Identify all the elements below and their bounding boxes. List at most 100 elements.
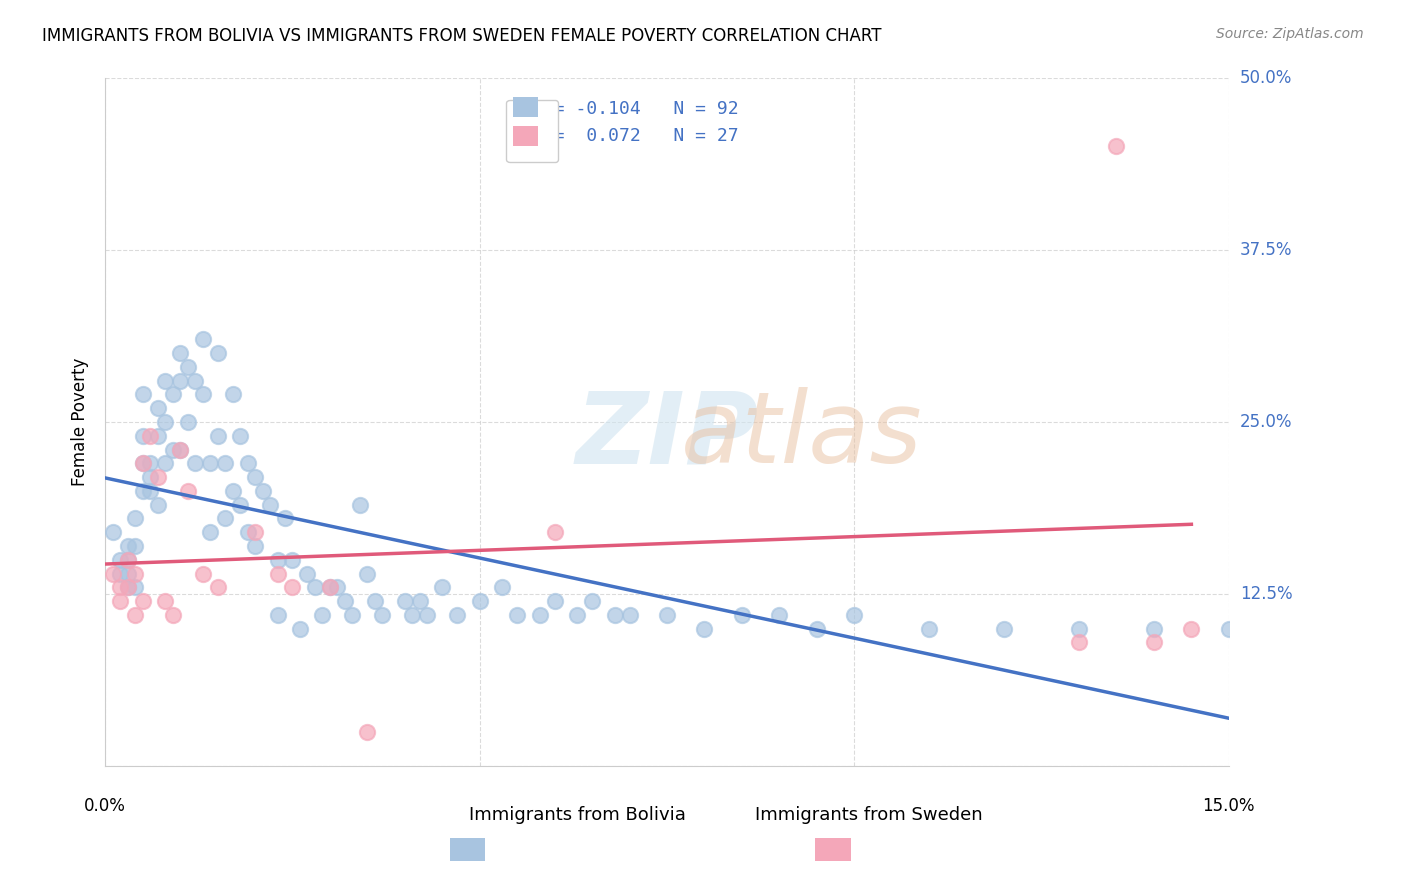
- Point: [342, 607, 364, 622]
- Point: [108, 553, 131, 567]
- Point: [124, 539, 146, 553]
- Text: Immigrants from Bolivia: Immigrants from Bolivia: [468, 805, 686, 823]
- Point: [131, 428, 153, 442]
- Point: [274, 511, 297, 525]
- Point: [169, 442, 191, 457]
- Point: [139, 470, 162, 484]
- Point: [101, 566, 124, 581]
- Point: [117, 580, 139, 594]
- Point: [139, 456, 162, 470]
- Point: [993, 622, 1015, 636]
- Point: [806, 622, 828, 636]
- Point: [446, 607, 468, 622]
- Point: [108, 566, 131, 581]
- Point: [131, 456, 153, 470]
- Point: [117, 553, 139, 567]
- Point: [333, 594, 356, 608]
- Point: [297, 566, 319, 581]
- Point: [543, 594, 565, 608]
- Point: [319, 580, 342, 594]
- Text: 50.0%: 50.0%: [1240, 69, 1292, 87]
- Point: [356, 725, 378, 739]
- Point: [124, 607, 146, 622]
- Text: Source: ZipAtlas.com: Source: ZipAtlas.com: [1216, 27, 1364, 41]
- Point: [394, 594, 416, 608]
- Point: [146, 498, 169, 512]
- Point: [108, 594, 131, 608]
- Point: [1143, 622, 1166, 636]
- Point: [409, 594, 432, 608]
- Point: [266, 566, 288, 581]
- Point: [543, 525, 565, 540]
- Point: [108, 580, 131, 594]
- Point: [169, 346, 191, 360]
- Text: 12.5%: 12.5%: [1240, 585, 1292, 603]
- Point: [101, 525, 124, 540]
- Text: R =  0.072   N = 27: R = 0.072 N = 27: [533, 127, 738, 145]
- Point: [236, 456, 259, 470]
- Point: [207, 346, 229, 360]
- Point: [131, 387, 153, 401]
- Point: [288, 622, 311, 636]
- Point: [229, 428, 252, 442]
- Point: [124, 511, 146, 525]
- Point: [146, 470, 169, 484]
- Point: [176, 359, 198, 374]
- Point: [565, 607, 588, 622]
- Point: [506, 607, 529, 622]
- Point: [768, 607, 790, 622]
- Point: [139, 483, 162, 498]
- Point: [491, 580, 513, 594]
- Text: Immigrants from Sweden: Immigrants from Sweden: [755, 805, 983, 823]
- Point: [1067, 622, 1090, 636]
- Point: [619, 607, 641, 622]
- Point: [153, 374, 176, 388]
- Point: [169, 442, 191, 457]
- Point: [281, 553, 304, 567]
- Point: [191, 566, 214, 581]
- Point: [191, 332, 214, 346]
- Point: [401, 607, 423, 622]
- Point: [162, 607, 184, 622]
- Point: [162, 387, 184, 401]
- Point: [281, 580, 304, 594]
- Text: R = -0.104   N = 92: R = -0.104 N = 92: [533, 100, 738, 118]
- Point: [655, 607, 678, 622]
- Point: [603, 607, 626, 622]
- Text: atlas: atlas: [681, 387, 922, 484]
- Point: [184, 456, 207, 470]
- Point: [1218, 622, 1240, 636]
- Point: [243, 470, 266, 484]
- Point: [207, 428, 229, 442]
- Point: [198, 456, 221, 470]
- Point: [243, 539, 266, 553]
- Point: [221, 387, 243, 401]
- Point: [124, 580, 146, 594]
- Point: [844, 607, 866, 622]
- Point: [1067, 635, 1090, 649]
- Point: [416, 607, 439, 622]
- Point: [693, 622, 716, 636]
- Point: [918, 622, 941, 636]
- Point: [176, 483, 198, 498]
- Point: [162, 442, 184, 457]
- Point: [214, 456, 236, 470]
- Point: [236, 525, 259, 540]
- Point: [371, 607, 394, 622]
- Text: 37.5%: 37.5%: [1240, 241, 1292, 259]
- Point: [581, 594, 603, 608]
- Point: [266, 607, 288, 622]
- Point: [146, 401, 169, 416]
- Point: [221, 483, 243, 498]
- Point: [311, 607, 333, 622]
- Point: [243, 525, 266, 540]
- Point: [1105, 139, 1128, 153]
- Point: [117, 539, 139, 553]
- Point: [529, 607, 551, 622]
- Point: [304, 580, 326, 594]
- Point: [117, 580, 139, 594]
- Point: [198, 525, 221, 540]
- Point: [266, 553, 288, 567]
- Point: [214, 511, 236, 525]
- Point: [117, 553, 139, 567]
